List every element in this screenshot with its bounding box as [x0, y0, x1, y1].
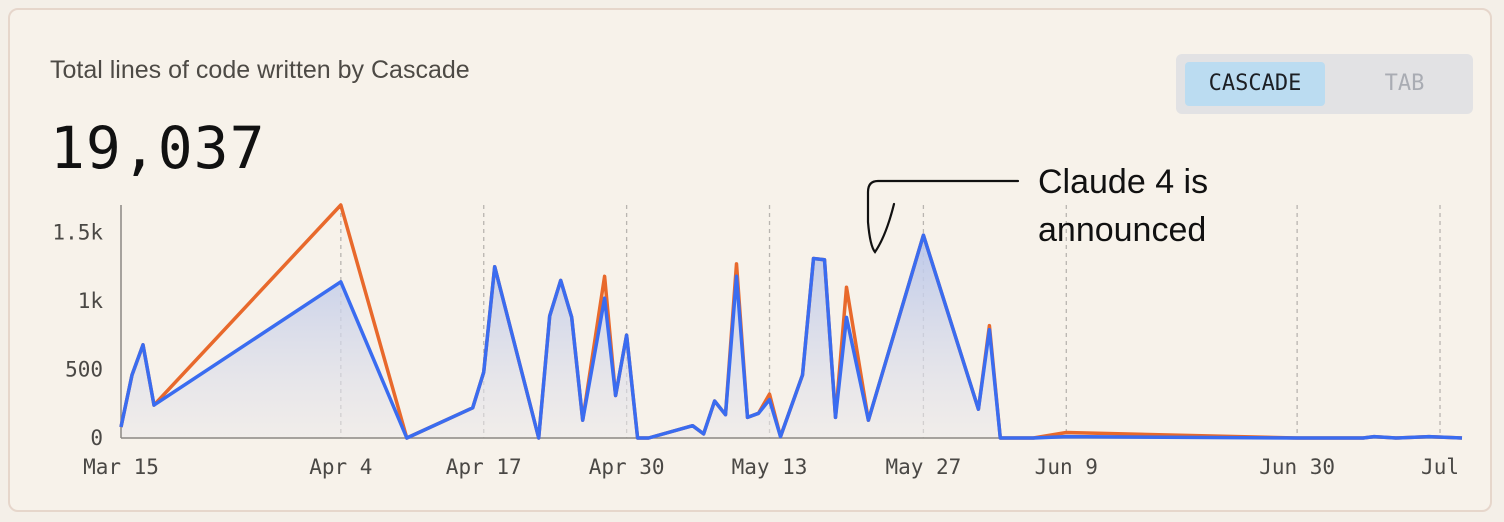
x-tick-label: Apr 4 — [309, 455, 372, 479]
y-tick-label: 1.5k — [52, 220, 103, 244]
x-tick-label: Jun 30 — [1259, 455, 1335, 479]
y-tick-label: 500 — [65, 357, 103, 381]
toggle-cascade-button[interactable]: CASCADE — [1185, 62, 1325, 106]
y-tick-label: 0 — [90, 426, 103, 450]
chart-title: Total lines of code written by Cascade — [50, 56, 470, 84]
area-fill — [121, 235, 1462, 438]
y-tick-label: 1k — [78, 289, 104, 313]
annotation-line-2: announced — [1038, 211, 1206, 249]
annotation-line-1: Claude 4 is — [1038, 163, 1208, 201]
x-tick-label: Mar 15 — [83, 455, 159, 479]
annotation-arrow — [866, 179, 1020, 254]
x-tick-label: Apr 30 — [589, 455, 665, 479]
x-tick-label: May 27 — [885, 455, 961, 479]
toggle-tab-button[interactable]: TAB — [1384, 71, 1425, 96]
series-line-blue — [119, 233, 1463, 440]
x-tick-label: Apr 17 — [446, 455, 522, 479]
series-toggle: CASCADE TAB — [1176, 54, 1473, 114]
y-tick-labels: 0 500 1k 1.5k — [52, 220, 103, 450]
x-tick-label: Jul — [1421, 455, 1459, 479]
total-lines-value: 19,037 — [50, 114, 266, 182]
x-tick-labels: Mar 15 Apr 4 Apr 17 Apr 30 May 13 May 27 Jun 9… — [83, 455, 1459, 479]
annotation: Claude 4 is announced — [866, 163, 1208, 254]
x-tick-label: May 13 — [732, 455, 808, 479]
x-tick-label: Jun 9 — [1035, 455, 1098, 479]
